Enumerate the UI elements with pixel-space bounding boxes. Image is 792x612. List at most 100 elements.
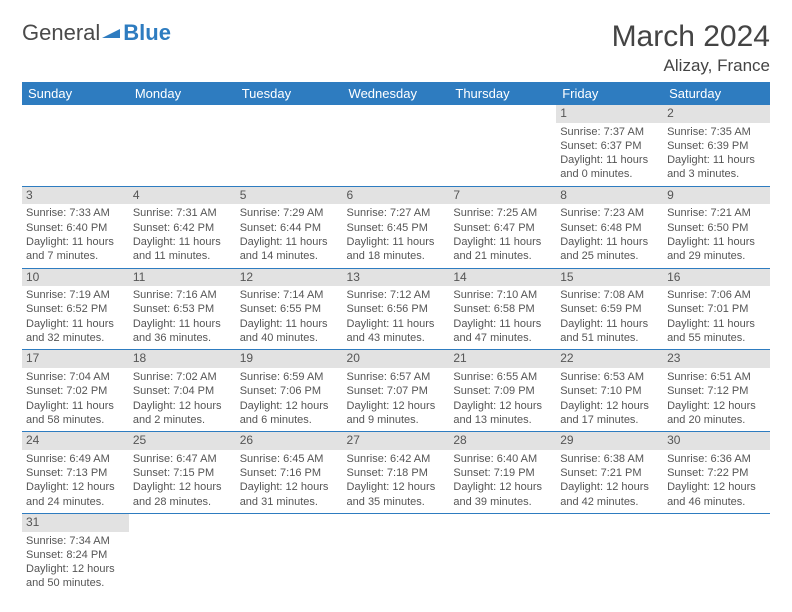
sunset-value: 6:37 PM xyxy=(601,140,642,152)
sunset-value: 7:15 PM xyxy=(173,467,214,479)
sunrise-value: 6:49 AM xyxy=(69,453,109,465)
sunset: Sunset: 7:07 PM xyxy=(347,384,446,398)
day-number: 2 xyxy=(663,105,770,123)
sunset: Sunset: 8:24 PM xyxy=(26,548,125,562)
weekday-header: Wednesday xyxy=(343,82,450,105)
sunset: Sunset: 6:44 PM xyxy=(240,221,339,235)
sunset: Sunset: 6:55 PM xyxy=(240,302,339,316)
sunrise: Sunrise: 6:53 AM xyxy=(560,370,659,384)
sunset-value: 6:50 PM xyxy=(707,222,748,234)
sunset: Sunset: 7:22 PM xyxy=(667,466,766,480)
sunset-label: Sunset: xyxy=(667,467,707,479)
sunset: Sunset: 7:19 PM xyxy=(453,466,552,480)
daylight-label: Daylight: xyxy=(667,400,713,412)
calendar-day-cell: 1Sunrise: 7:37 AMSunset: 6:37 PMDaylight… xyxy=(556,105,663,186)
sunrise: Sunrise: 7:37 AM xyxy=(560,125,659,139)
day-number: 14 xyxy=(449,269,556,287)
daylight: Daylight: 12 hours and 13 minutes. xyxy=(453,399,552,428)
day-number: 12 xyxy=(236,269,343,287)
calendar-day-cell: 30Sunrise: 6:36 AMSunset: 7:22 PMDayligh… xyxy=(663,432,770,514)
sunrise-value: 7:14 AM xyxy=(283,289,323,301)
day-number: 1 xyxy=(556,105,663,123)
daylight: Daylight: 11 hours and 29 minutes. xyxy=(667,235,766,264)
calendar-empty-cell xyxy=(556,513,663,594)
sunrise-label: Sunrise: xyxy=(453,371,496,383)
sunset-value: 7:22 PM xyxy=(707,467,748,479)
sunrise: Sunrise: 6:47 AM xyxy=(133,452,232,466)
weekday-header: Friday xyxy=(556,82,663,105)
sunrise-value: 6:40 AM xyxy=(497,453,537,465)
sunrise: Sunrise: 7:31 AM xyxy=(133,206,232,220)
calendar-week-row: 17Sunrise: 7:04 AMSunset: 7:02 PMDayligh… xyxy=(22,350,770,432)
sunrise-value: 6:45 AM xyxy=(283,453,323,465)
sunrise: Sunrise: 7:04 AM xyxy=(26,370,125,384)
calendar-day-cell: 22Sunrise: 6:53 AMSunset: 7:10 PMDayligh… xyxy=(556,350,663,432)
calendar-day-cell: 13Sunrise: 7:12 AMSunset: 6:56 PMDayligh… xyxy=(343,268,450,350)
sunset-value: 7:21 PM xyxy=(601,467,642,479)
sunset-label: Sunset: xyxy=(240,222,280,234)
daylight: Daylight: 11 hours and 14 minutes. xyxy=(240,235,339,264)
sunset: Sunset: 6:58 PM xyxy=(453,302,552,316)
sunrise: Sunrise: 7:27 AM xyxy=(347,206,446,220)
day-number: 10 xyxy=(22,269,129,287)
weekday-header: Sunday xyxy=(22,82,129,105)
daylight-label: Daylight: xyxy=(667,154,713,166)
sunrise-label: Sunrise: xyxy=(26,207,69,219)
sunrise: Sunrise: 7:35 AM xyxy=(667,125,766,139)
day-number: 5 xyxy=(236,187,343,205)
sunrise-value: 6:38 AM xyxy=(604,453,644,465)
calendar-day-cell: 11Sunrise: 7:16 AMSunset: 6:53 PMDayligh… xyxy=(129,268,236,350)
sunset-value: 7:16 PM xyxy=(280,467,321,479)
daylight-label: Daylight: xyxy=(453,481,499,493)
sunset-value: 6:53 PM xyxy=(173,303,214,315)
day-number: 6 xyxy=(343,187,450,205)
daylight-label: Daylight: xyxy=(560,236,606,248)
daylight-label: Daylight: xyxy=(240,236,286,248)
sunset-value: 6:48 PM xyxy=(601,222,642,234)
sunrise-label: Sunrise: xyxy=(133,289,176,301)
sunset-label: Sunset: xyxy=(26,549,66,561)
weekday-header: Tuesday xyxy=(236,82,343,105)
daylight: Daylight: 12 hours and 9 minutes. xyxy=(347,399,446,428)
calendar-day-cell: 28Sunrise: 6:40 AMSunset: 7:19 PMDayligh… xyxy=(449,432,556,514)
sunrise-value: 7:06 AM xyxy=(710,289,750,301)
sunrise-value: 7:08 AM xyxy=(604,289,644,301)
calendar-day-cell: 26Sunrise: 6:45 AMSunset: 7:16 PMDayligh… xyxy=(236,432,343,514)
sunset: Sunset: 7:13 PM xyxy=(26,466,125,480)
sunset: Sunset: 7:01 PM xyxy=(667,302,766,316)
sunrise-value: 7:19 AM xyxy=(69,289,109,301)
daylight-label: Daylight: xyxy=(667,236,713,248)
day-number: 7 xyxy=(449,187,556,205)
sunrise: Sunrise: 7:02 AM xyxy=(133,370,232,384)
sunset: Sunset: 7:18 PM xyxy=(347,466,446,480)
daylight: Daylight: 12 hours and 42 minutes. xyxy=(560,480,659,509)
sunrise-label: Sunrise: xyxy=(667,126,710,138)
sunrise: Sunrise: 7:16 AM xyxy=(133,288,232,302)
weekday-header: Saturday xyxy=(663,82,770,105)
sunset: Sunset: 7:04 PM xyxy=(133,384,232,398)
day-number: 25 xyxy=(129,432,236,450)
sunrise-label: Sunrise: xyxy=(453,453,496,465)
sunset-value: 6:44 PM xyxy=(280,222,321,234)
sunrise: Sunrise: 6:55 AM xyxy=(453,370,552,384)
sunset: Sunset: 6:45 PM xyxy=(347,221,446,235)
daylight-label: Daylight: xyxy=(26,563,72,575)
sunrise-label: Sunrise: xyxy=(26,371,69,383)
calendar-day-cell: 10Sunrise: 7:19 AMSunset: 6:52 PMDayligh… xyxy=(22,268,129,350)
sunrise-label: Sunrise: xyxy=(240,371,283,383)
calendar-day-cell: 17Sunrise: 7:04 AMSunset: 7:02 PMDayligh… xyxy=(22,350,129,432)
daylight-label: Daylight: xyxy=(453,400,499,412)
calendar-day-cell: 19Sunrise: 6:59 AMSunset: 7:06 PMDayligh… xyxy=(236,350,343,432)
sunrise-value: 7:29 AM xyxy=(283,207,323,219)
daylight: Daylight: 12 hours and 39 minutes. xyxy=(453,480,552,509)
sunrise-label: Sunrise: xyxy=(453,207,496,219)
sunset-value: 6:52 PM xyxy=(66,303,107,315)
calendar-day-cell: 14Sunrise: 7:10 AMSunset: 6:58 PMDayligh… xyxy=(449,268,556,350)
calendar-day-cell: 15Sunrise: 7:08 AMSunset: 6:59 PMDayligh… xyxy=(556,268,663,350)
calendar-empty-cell xyxy=(449,513,556,594)
day-number: 27 xyxy=(343,432,450,450)
daylight: Daylight: 12 hours and 46 minutes. xyxy=(667,480,766,509)
daylight: Daylight: 11 hours and 55 minutes. xyxy=(667,317,766,346)
sunset-value: 6:45 PM xyxy=(387,222,428,234)
calendar-day-cell: 6Sunrise: 7:27 AMSunset: 6:45 PMDaylight… xyxy=(343,186,450,268)
